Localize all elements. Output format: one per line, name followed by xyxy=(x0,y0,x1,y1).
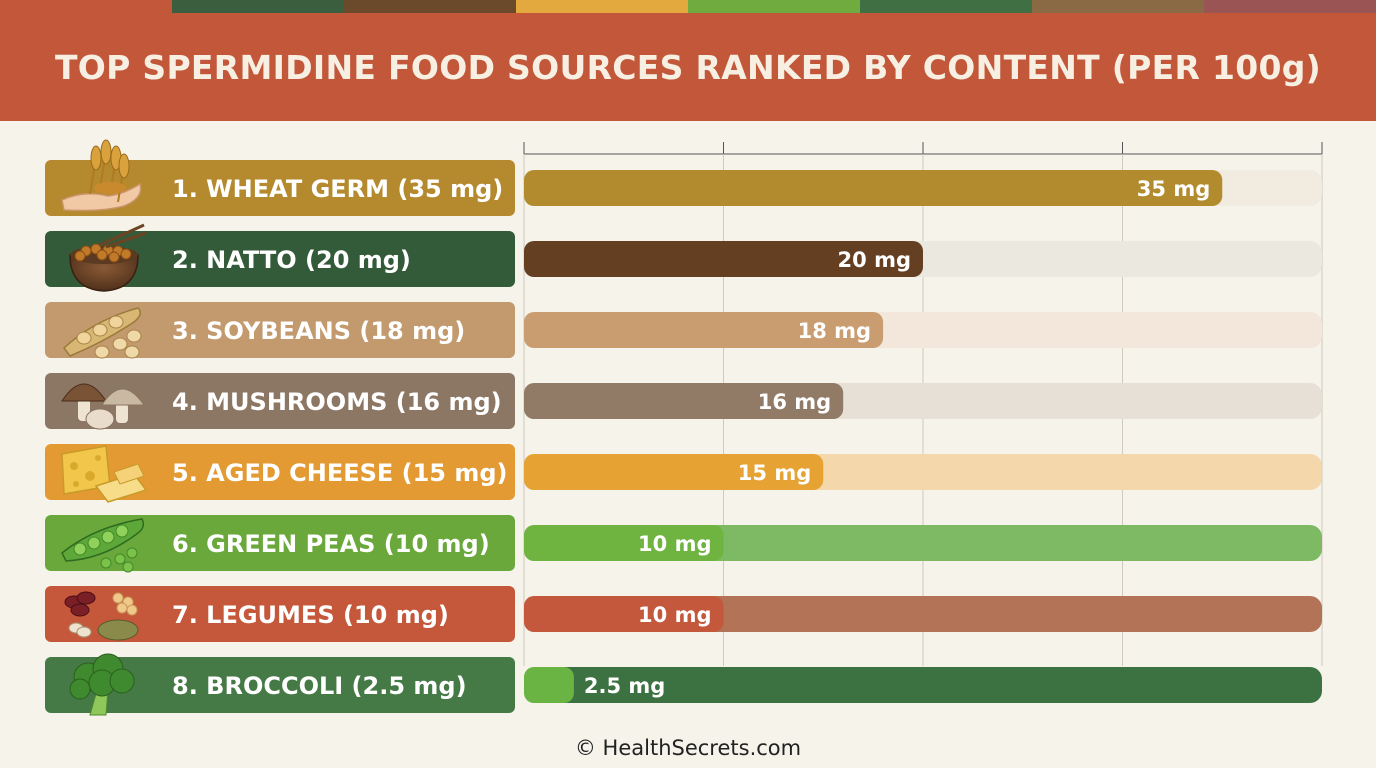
category-label: 4. MUSHROOMS (16 mg) xyxy=(172,388,502,416)
strip-segment xyxy=(344,0,516,13)
chart-row: 8. BROCCOLI (2.5 mg) 2.5 mg xyxy=(45,653,1322,716)
category-label: 2. NATTO (20 mg) xyxy=(172,246,411,274)
value-bar xyxy=(524,596,724,632)
data-label: 10 mg xyxy=(638,603,711,627)
data-label: 15 mg xyxy=(738,461,811,485)
data-label: 10 mg xyxy=(638,532,711,556)
category-label: 6. GREEN PEAS (10 mg) xyxy=(172,530,490,558)
strip-segment xyxy=(0,0,172,13)
chart-row: 4. MUSHROOMS (16 mg) 16 mg xyxy=(45,373,1322,430)
chart-row: 2. NATTO (20 mg) 20 mg xyxy=(45,223,1322,292)
value-bar xyxy=(524,241,923,277)
chart-row: 6. GREEN PEAS (10 mg) 10 mg xyxy=(45,515,1322,573)
value-bar xyxy=(524,312,884,348)
data-label: 20 mg xyxy=(838,248,911,272)
category-label: 5. AGED CHEESE (15 mg) xyxy=(172,459,508,487)
value-bar xyxy=(524,170,1223,206)
legumes-icon xyxy=(64,591,139,641)
natto-icon xyxy=(69,223,147,292)
row-label-box xyxy=(45,160,515,216)
row-label-box xyxy=(45,586,515,642)
value-bar xyxy=(524,667,574,703)
header-banner: TOP SPERMIDINE FOOD SOURCES RANKED BY CO… xyxy=(0,13,1376,121)
value-bar xyxy=(524,525,724,561)
chart-row: 3. SOYBEANS (18 mg) 18 mg xyxy=(45,302,1322,359)
value-bar xyxy=(524,454,824,490)
data-label: 2.5 mg xyxy=(584,674,665,698)
data-label: 35 mg xyxy=(1137,177,1210,201)
row-label-box xyxy=(45,302,515,358)
category-label: 1. WHEAT GERM (35 mg) xyxy=(172,175,503,203)
bar-track xyxy=(524,596,1322,632)
broccoli-icon xyxy=(69,653,135,716)
wheat-germ-icon xyxy=(61,139,142,212)
row-label-box xyxy=(45,444,515,500)
data-label: 16 mg xyxy=(758,390,831,414)
bar-track xyxy=(524,525,1322,561)
value-bar xyxy=(524,383,844,419)
soybeans-icon xyxy=(62,307,142,359)
chart-title: TOP SPERMIDINE FOOD SOURCES RANKED BY CO… xyxy=(54,47,1322,87)
strip-segment xyxy=(860,0,1032,13)
copyright-footer: © HealthSecrets.com xyxy=(574,736,802,760)
bar-track xyxy=(524,667,1322,703)
data-label: 18 mg xyxy=(798,319,871,343)
row-label-box xyxy=(45,231,515,287)
spermidine-bar-chart: 1. WHEAT GERM (35 mg) 35 mg 2. NATTO (20 m… xyxy=(45,139,1323,716)
row-label-box xyxy=(45,515,515,571)
strip-segment xyxy=(172,0,344,13)
strip-segment xyxy=(516,0,688,13)
top-color-strip xyxy=(0,0,1376,13)
category-label: 7. LEGUMES (10 mg) xyxy=(172,601,449,629)
chart-row: 1. WHEAT GERM (35 mg) 35 mg xyxy=(45,139,1322,216)
strip-segment xyxy=(688,0,860,13)
strip-segment xyxy=(1204,0,1376,13)
chart-row: 5. AGED CHEESE (15 mg) 15 mg xyxy=(45,444,1322,503)
category-label: 3. SOYBEANS (18 mg) xyxy=(172,317,465,345)
row-label-box xyxy=(45,657,515,713)
mushrooms-icon xyxy=(61,383,145,430)
row-label-box xyxy=(45,373,515,429)
cheese-icon xyxy=(61,445,148,503)
green-peas-icon xyxy=(61,518,145,573)
strip-segment xyxy=(1032,0,1204,13)
chart-row: 7. LEGUMES (10 mg) 10 mg xyxy=(45,586,1322,642)
category-label: 8. BROCCOLI (2.5 mg) xyxy=(172,672,467,700)
